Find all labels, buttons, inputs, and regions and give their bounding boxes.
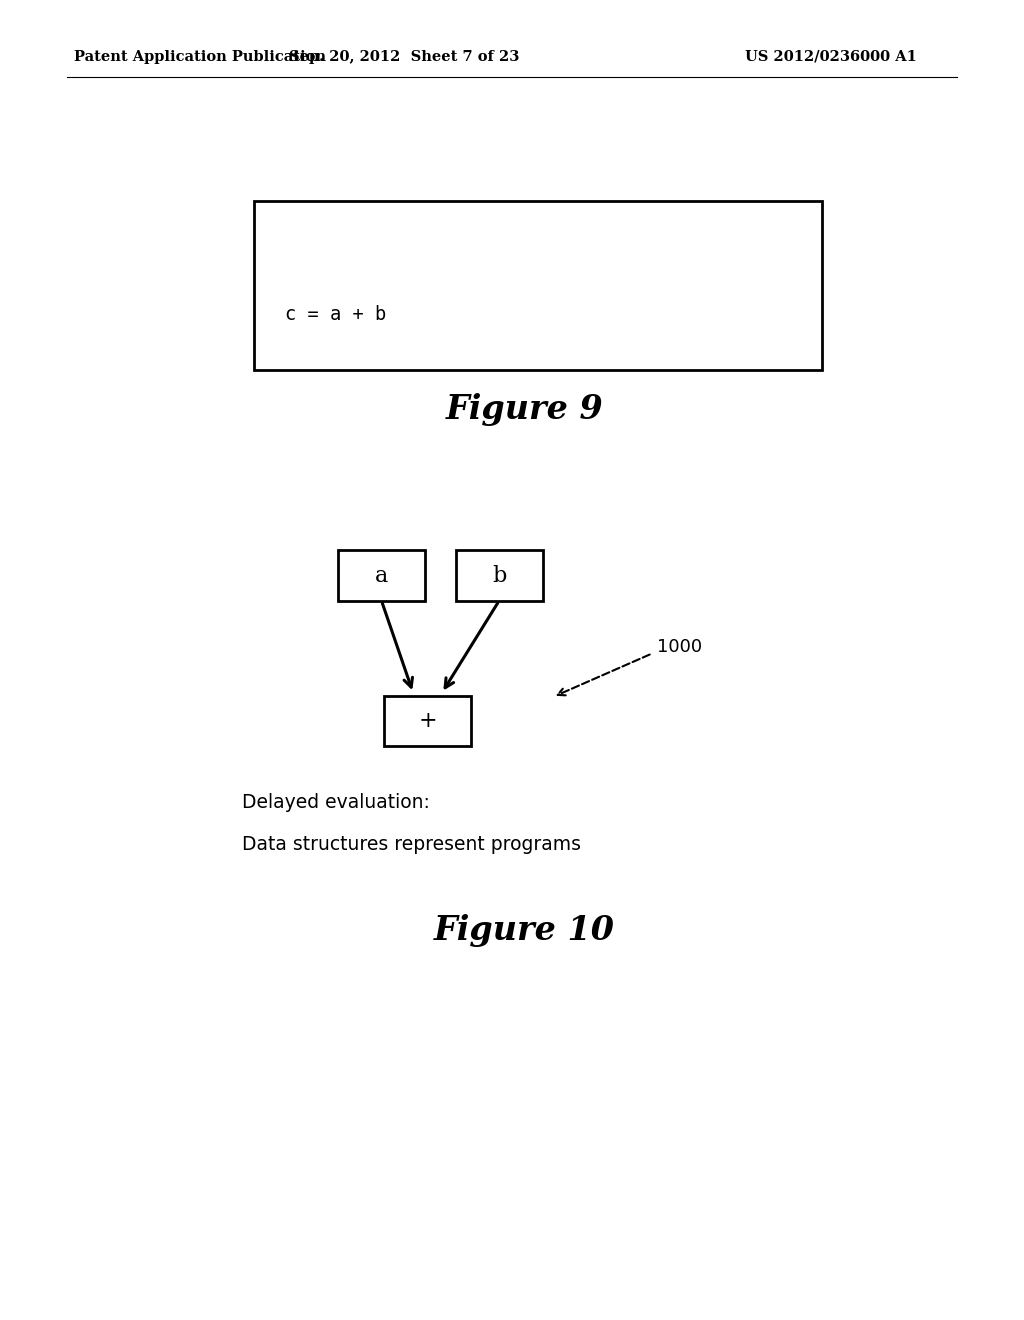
- Bar: [338, 550, 425, 601]
- Bar: [384, 696, 471, 746]
- Text: c = a + b: c = a + b: [285, 305, 386, 323]
- Text: +: +: [418, 710, 437, 731]
- Text: Data structures represent programs: Data structures represent programs: [242, 836, 581, 854]
- Bar: [456, 550, 543, 601]
- Text: US 2012/0236000 A1: US 2012/0236000 A1: [745, 50, 918, 63]
- Text: a: a: [375, 565, 388, 586]
- Text: Patent Application Publication: Patent Application Publication: [74, 50, 326, 63]
- Bar: [254, 201, 822, 370]
- Text: Delayed evaluation:: Delayed evaluation:: [242, 793, 429, 812]
- Text: Figure 10: Figure 10: [434, 913, 614, 948]
- Text: Sep. 20, 2012  Sheet 7 of 23: Sep. 20, 2012 Sheet 7 of 23: [290, 50, 519, 63]
- Text: Figure 9: Figure 9: [445, 393, 603, 425]
- Text: 1000: 1000: [657, 638, 702, 656]
- Text: b: b: [492, 565, 507, 586]
